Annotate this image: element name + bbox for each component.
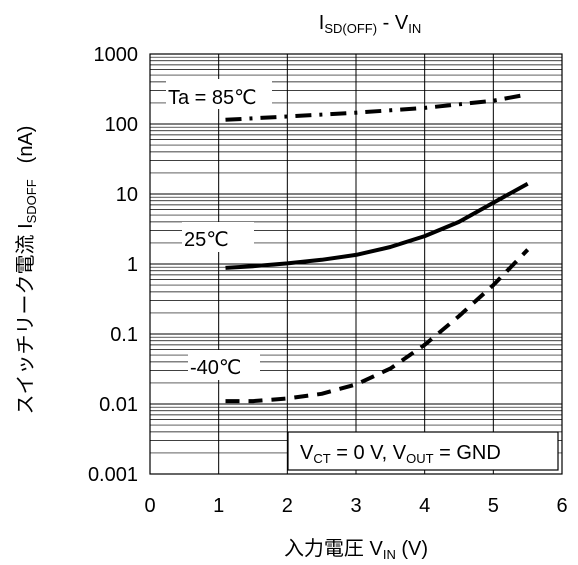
condition-box <box>287 431 559 471</box>
y-axis-label: スイッチリーク電流 ISDOFF(nA) <box>14 126 39 415</box>
x-tick-label: 5 <box>488 495 499 517</box>
label-25c: 25℃ <box>184 229 229 251</box>
y-tick-label: 10 <box>116 184 138 206</box>
label-85c-bg <box>166 79 272 109</box>
y-tick-label: 100 <box>105 114 138 136</box>
y-tick-labels: 0.001 0.01 0.1 1 10 100 1000 <box>88 44 138 486</box>
y-tick-label: 0.001 <box>88 464 138 486</box>
label-25c-bg <box>182 222 254 252</box>
x-tick-label: 6 <box>556 495 567 517</box>
y-tick-label: 0.1 <box>110 324 138 346</box>
y-tick-label: 0.01 <box>99 394 138 416</box>
x-tick-label: 0 <box>144 495 155 517</box>
series-line <box>225 92 529 122</box>
data-curves <box>225 92 530 404</box>
chart-grid <box>149 54 563 475</box>
condition-text: VCT = 0 V, VOUT = GND <box>300 442 501 466</box>
series-line <box>225 248 530 404</box>
label-m40c: -40℃ <box>190 357 241 379</box>
y-tick-label: 1 <box>127 254 138 276</box>
x-tick-labels: 0 1 2 3 4 5 6 <box>144 495 567 517</box>
plot-frame <box>149 53 563 475</box>
x-tick-label: 2 <box>282 495 293 517</box>
x-axis-label: 入力電圧 VIN (V) <box>284 537 428 562</box>
x-tick-label: 1 <box>213 495 224 517</box>
y-tick-label: 1000 <box>94 44 139 66</box>
series-line <box>225 182 529 270</box>
label-85c: Ta = 85℃ <box>168 87 257 109</box>
chart-title: ISD(OFF) - VIN <box>319 12 421 36</box>
x-tick-label: 3 <box>350 495 361 517</box>
label-m40c-bg <box>188 350 260 380</box>
x-tick-label: 4 <box>419 495 430 517</box>
